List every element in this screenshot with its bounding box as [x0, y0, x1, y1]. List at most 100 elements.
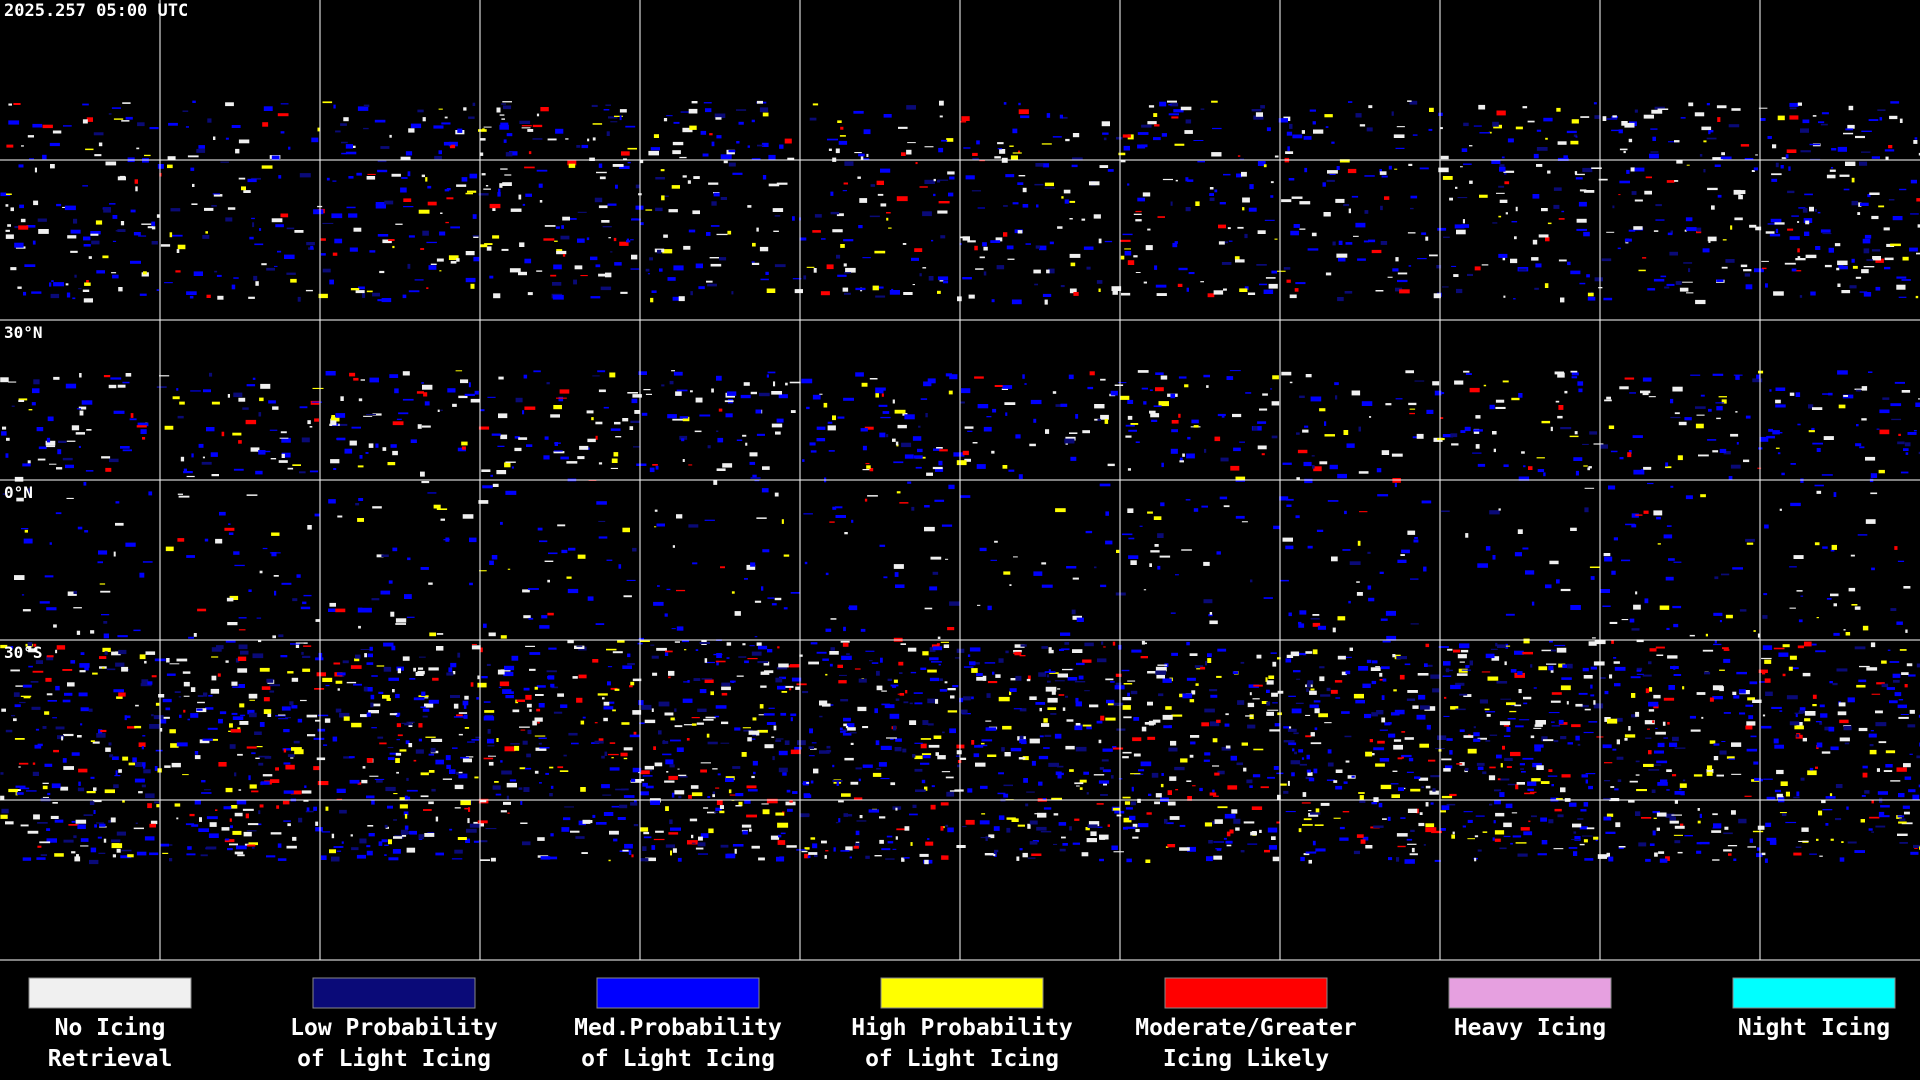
speckle: [1843, 132, 1854, 135]
speckle: [1514, 672, 1525, 678]
speckle: [1573, 457, 1583, 461]
speckle: [1339, 159, 1350, 163]
speckle: [1731, 742, 1742, 747]
speckle: [193, 633, 197, 637]
speckle: [1851, 177, 1855, 183]
speckle: [76, 630, 81, 635]
speckle: [892, 725, 897, 731]
speckle: [746, 814, 757, 818]
speckle: [18, 225, 29, 230]
speckle: [1236, 762, 1243, 766]
speckle: [1082, 430, 1090, 434]
speckle: [1017, 230, 1023, 234]
speckle: [207, 118, 212, 123]
speckle: [1918, 714, 1920, 718]
speckle: [1161, 133, 1167, 137]
speckle: [388, 239, 395, 241]
speckle: [894, 747, 902, 752]
speckle: [642, 846, 647, 851]
speckle: [627, 663, 635, 666]
speckle: [1307, 248, 1319, 251]
speckle: [1490, 648, 1498, 650]
speckle: [111, 107, 121, 109]
speckle: [11, 405, 15, 407]
speckle: [974, 745, 984, 748]
speckle: [603, 109, 610, 111]
speckle: [290, 757, 294, 759]
speckle: [1259, 283, 1268, 286]
speckle: [1299, 763, 1307, 766]
speckle: [560, 704, 568, 708]
speckle: [580, 720, 585, 725]
speckle: [525, 645, 535, 647]
speckle: [1745, 284, 1753, 290]
speckle: [1312, 465, 1315, 469]
speckle: [427, 185, 432, 189]
speckle: [1353, 850, 1360, 855]
speckle: [1502, 380, 1509, 383]
speckle: [1511, 812, 1518, 814]
speckle: [1531, 257, 1539, 261]
speckle: [1854, 388, 1864, 390]
speckle: [880, 416, 891, 419]
speckle: [1337, 655, 1346, 660]
speckle: [1454, 380, 1464, 385]
speckle: [575, 836, 585, 839]
speckle: [1668, 685, 1675, 690]
speckle: [1062, 707, 1066, 711]
speckle: [1311, 455, 1315, 457]
speckle: [1511, 397, 1520, 401]
speckle: [1708, 241, 1711, 243]
speckle: [1534, 287, 1539, 290]
speckle: [762, 175, 767, 180]
speckle: [1588, 785, 1593, 790]
speckle: [1816, 448, 1821, 452]
speckle: [1123, 145, 1130, 151]
speckle: [1381, 450, 1390, 455]
speckle: [607, 681, 611, 686]
speckle: [283, 748, 287, 753]
speckle: [1463, 735, 1474, 738]
speckle: [1371, 249, 1382, 254]
speckle: [55, 512, 62, 515]
speckle: [1086, 266, 1091, 270]
speckle: [672, 141, 684, 146]
speckle: [1044, 187, 1055, 189]
speckle: [314, 513, 321, 517]
speckle: [183, 468, 187, 473]
speckle: [1798, 619, 1803, 623]
speckle: [445, 537, 450, 542]
speckle: [1758, 669, 1768, 673]
speckle: [176, 249, 180, 253]
speckle: [478, 426, 490, 430]
speckle: [201, 792, 212, 794]
speckle: [1519, 763, 1525, 766]
speckle: [425, 736, 436, 738]
speckle: [1522, 651, 1533, 655]
speckle: [1756, 374, 1760, 379]
speckle: [1061, 196, 1064, 199]
speckle: [1274, 723, 1281, 727]
speckle: [391, 173, 401, 177]
speckle: [136, 851, 147, 856]
speckle: [313, 209, 324, 215]
speckle: [949, 728, 956, 734]
speckle: [280, 103, 289, 105]
speckle: [89, 859, 99, 865]
speckle: [706, 232, 711, 236]
speckle: [402, 398, 414, 401]
speckle: [1497, 644, 1506, 648]
speckle: [841, 793, 851, 797]
speckle: [1299, 228, 1306, 230]
speckle: [510, 208, 522, 212]
speckle: [230, 825, 233, 829]
speckle: [573, 279, 577, 285]
speckle: [383, 666, 392, 672]
speckle: [238, 644, 248, 650]
speckle: [1449, 197, 1453, 201]
speckle: [1322, 182, 1326, 187]
speckle: [1170, 612, 1176, 614]
speckle: [1793, 555, 1804, 559]
speckle: [1627, 452, 1632, 458]
speckle: [72, 297, 76, 300]
